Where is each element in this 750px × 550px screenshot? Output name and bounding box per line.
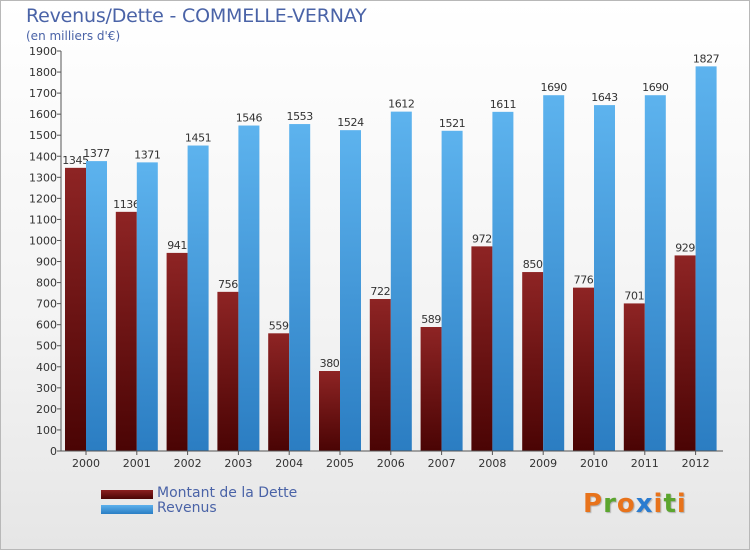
bar-dette <box>217 291 239 451</box>
x-tick-label: 2011 <box>631 457 659 470</box>
bar-revenus <box>136 162 158 452</box>
data-label-revenus: 1690 <box>540 81 567 94</box>
y-tick-label: 1600 <box>29 108 57 121</box>
data-label-dette: 776 <box>574 274 594 287</box>
bar-dette <box>319 371 340 451</box>
x-tick-label: 2009 <box>529 457 557 470</box>
bar-revenus <box>644 95 666 452</box>
x-tick-label: 2004 <box>275 457 303 470</box>
y-tick-label: 0 <box>50 445 57 458</box>
bar-dette <box>674 255 696 451</box>
y-tick-label: 400 <box>36 361 57 374</box>
x-tick-label: 2001 <box>123 457 151 470</box>
y-tick-label: 1400 <box>29 150 57 163</box>
data-label-revenus: 1827 <box>693 52 720 65</box>
data-label-dette: 756 <box>218 278 238 291</box>
bar-dette <box>166 252 188 451</box>
chart-title: Revenus/Dette - COMMELLE-VERNAY <box>26 5 367 27</box>
data-label-dette: 1136 <box>113 198 140 211</box>
data-label-revenus: 1371 <box>134 148 160 161</box>
data-label-revenus: 1553 <box>286 110 313 123</box>
x-tick-label: 2012 <box>682 457 710 470</box>
y-tick-label: 100 <box>36 424 57 437</box>
bar-dette <box>420 327 442 451</box>
bar-dette <box>522 272 544 451</box>
y-tick-label: 1100 <box>29 213 57 226</box>
bar-revenus <box>695 66 717 452</box>
y-tick-label: 1500 <box>29 129 57 142</box>
legend-swatch-revenus <box>101 505 153 514</box>
data-label-dette: 850 <box>523 258 543 271</box>
data-label-revenus: 1377 <box>83 147 110 160</box>
bar-dette <box>471 246 493 451</box>
y-tick-label: 1200 <box>29 192 57 205</box>
bar-revenus <box>390 111 412 451</box>
y-tick-label: 500 <box>36 340 57 353</box>
legend-label-revenus: Revenus <box>157 500 217 516</box>
data-label-revenus: 1612 <box>388 98 414 111</box>
data-label-dette: 380 <box>320 357 340 370</box>
bar-revenus <box>492 111 514 451</box>
y-tick-label: 600 <box>36 319 57 332</box>
y-tick-label: 1000 <box>29 234 57 247</box>
data-label-revenus: 1546 <box>236 112 263 125</box>
x-tick-label: 2002 <box>174 457 202 470</box>
data-label-revenus: 1451 <box>185 132 211 145</box>
y-tick-label: 1800 <box>29 66 57 79</box>
legend-swatch-dette <box>101 490 153 499</box>
x-tick-label: 2008 <box>478 457 506 470</box>
y-tick-label: 1900 <box>29 45 57 58</box>
x-tick-label: 2005 <box>326 457 354 470</box>
data-label-dette: 972 <box>472 232 492 245</box>
data-label-dette: 722 <box>370 285 390 298</box>
bar-dette <box>65 167 86 451</box>
bar-revenus <box>86 161 107 451</box>
bar-revenus <box>340 130 361 451</box>
x-tick-label: 2000 <box>72 457 100 470</box>
bar-dette <box>268 333 290 451</box>
y-tick-label: 200 <box>36 403 57 416</box>
y-tick-label: 1300 <box>29 171 57 184</box>
bar-revenus <box>238 125 260 452</box>
data-label-revenus: 1521 <box>439 117 465 130</box>
bar-dette <box>115 211 137 451</box>
y-tick-label: 300 <box>36 382 57 395</box>
y-tick-label: 800 <box>36 277 57 290</box>
bar-dette <box>369 299 391 451</box>
data-label-revenus: 1690 <box>642 81 669 94</box>
chart-subtitle: (en milliers d'€) <box>26 29 121 43</box>
x-tick-label: 2006 <box>377 457 405 470</box>
y-tick-label: 1700 <box>29 87 57 100</box>
x-tick-label: 2010 <box>580 457 608 470</box>
data-label-dette: 589 <box>421 313 441 326</box>
data-label-dette: 929 <box>675 241 695 254</box>
bar-revenus <box>187 145 209 452</box>
x-tick-label: 2003 <box>224 457 252 470</box>
y-tick-label: 900 <box>36 256 57 269</box>
bar-revenus <box>289 124 311 451</box>
bar-dette <box>573 287 594 451</box>
data-label-dette: 559 <box>269 319 289 332</box>
data-label-revenus: 1643 <box>591 91 618 104</box>
bar-revenus <box>441 130 463 451</box>
proxiti-logo: Proxiti <box>583 489 687 519</box>
bar-revenus <box>543 95 565 452</box>
y-tick-label: 700 <box>36 298 57 311</box>
data-label-revenus: 1524 <box>337 116 364 129</box>
legend-label-dette: Montant de la Dette <box>157 485 298 501</box>
bar-revenus <box>594 105 615 452</box>
data-label-dette: 701 <box>624 289 644 302</box>
data-label-dette: 1345 <box>62 154 89 167</box>
data-label-dette: 941 <box>167 239 187 252</box>
data-label-revenus: 1611 <box>490 98 516 111</box>
bar-dette <box>623 303 645 451</box>
x-tick-label: 2007 <box>428 457 456 470</box>
